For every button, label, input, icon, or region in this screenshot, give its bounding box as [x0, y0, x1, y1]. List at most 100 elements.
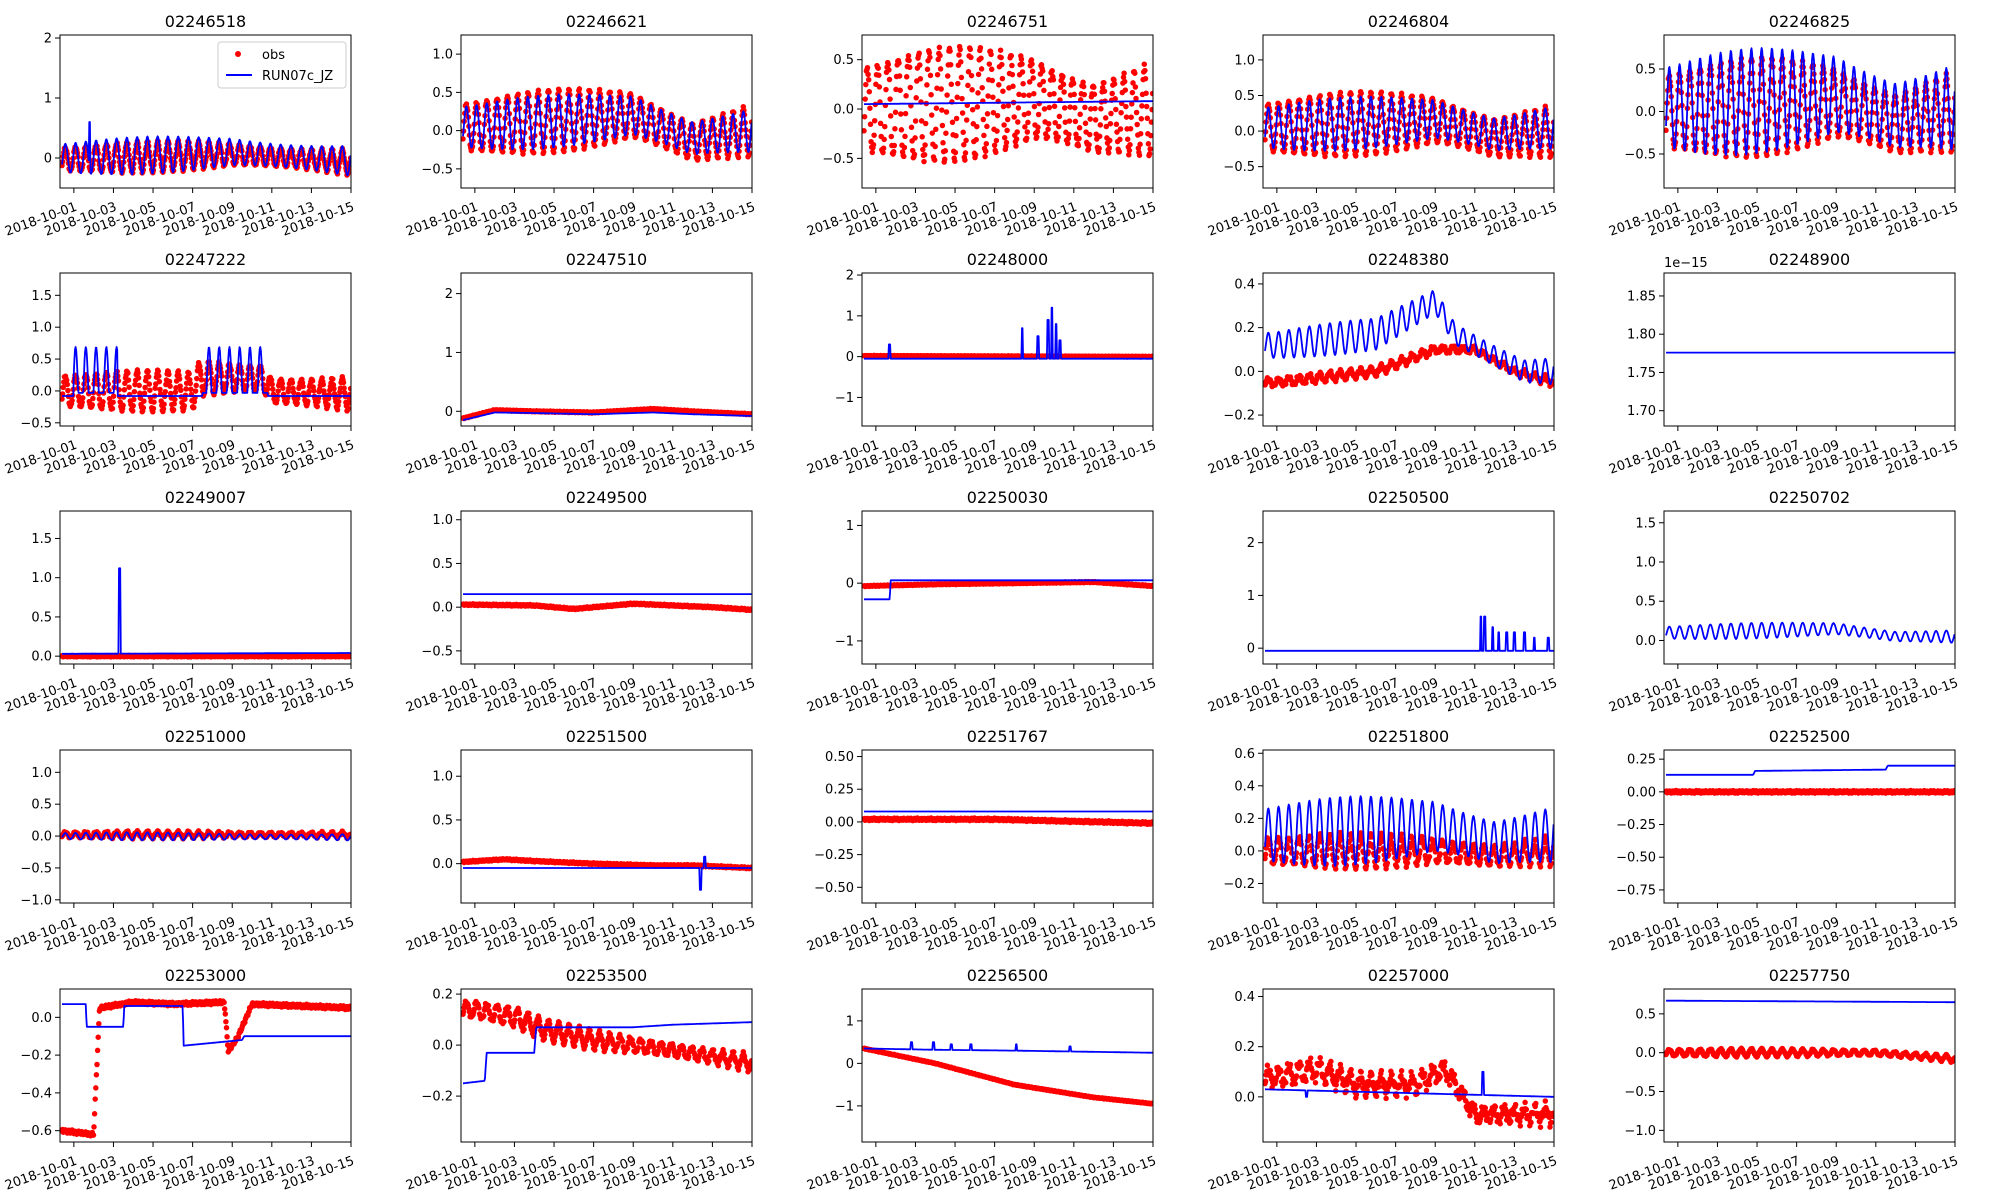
subplot-panel: 02251000−1.0−0.50.00.51.02018-10-012018-…: [3, 727, 356, 955]
y-tick-label: 0: [846, 1057, 854, 1072]
model-series-line: [1264, 95, 1554, 152]
subplot-panel: 02251800−0.20.00.20.40.62018-10-012018-1…: [1206, 727, 1559, 955]
plot-area: [862, 578, 1153, 601]
plot-area: [1263, 290, 1554, 390]
y-tick-label: 0.00: [1627, 785, 1656, 800]
plot-area: [1664, 999, 1955, 1065]
y-tick-label: 0: [1247, 642, 1255, 657]
y-tick-label: 0.5: [833, 53, 854, 68]
subplot-panel: 02252500−0.75−0.50−0.250.000.252018-10-0…: [1607, 727, 1960, 955]
panel-title: 02250702: [1769, 488, 1850, 507]
y-tick-label: 0.0: [1234, 365, 1255, 380]
axes-frame: [1663, 272, 1956, 427]
y-tick-label: 0.0: [1234, 125, 1255, 140]
y-tick-label: −0.2: [1223, 877, 1255, 892]
panel-title: 02250500: [1368, 488, 1449, 507]
y-tick-label: 0.0: [432, 1039, 453, 1054]
plot-area: [1664, 764, 1955, 796]
y-tick-label: −0.5: [1624, 148, 1656, 163]
y-tick-label: 0: [846, 350, 854, 365]
model-series-line: [1665, 621, 1955, 644]
obs-series: [862, 1045, 1153, 1107]
y-tick-label: 2: [44, 32, 52, 47]
y-tick-label: 2: [445, 287, 453, 302]
model-series-line: [863, 1041, 1153, 1054]
model-series-line: [863, 306, 1153, 360]
y-tick-label: 0.5: [1234, 89, 1255, 104]
y-tick-label: 0.5: [31, 798, 52, 813]
model-series-line: [1665, 764, 1955, 776]
y-tick-label: 1.0: [1635, 556, 1656, 571]
obs-series: [1263, 1054, 1554, 1130]
model-series-line: [1264, 615, 1554, 652]
subplot-panel: 022507020.00.51.01.52018-10-012018-10-03…: [1607, 488, 1960, 716]
axes-frame: [861, 749, 1154, 904]
model-series-line: [1264, 795, 1554, 867]
y-tick-label: 0.0: [833, 103, 854, 118]
model-series-line: [462, 1021, 752, 1085]
y-tick-label: 0: [846, 577, 854, 592]
subplot-panel: 02246751−0.50.00.52018-10-012018-10-0320…: [805, 12, 1158, 240]
obs-series: [60, 652, 351, 660]
y-tick-label: −0.6: [20, 1124, 52, 1139]
axes-frame: [861, 988, 1154, 1143]
model-series-line: [1264, 1070, 1554, 1098]
subplot-panel: 022475100122018-10-012018-10-032018-10-0…: [404, 250, 757, 478]
obs-series: [461, 600, 752, 614]
obs-series: [862, 815, 1153, 828]
subplot-panel: 02257750−1.0−0.50.00.52018-10-012018-10-…: [1607, 966, 1960, 1194]
y-tick-label: −0.2: [20, 1049, 52, 1064]
obs-series: [1664, 787, 1955, 796]
panel-title: 02247510: [566, 250, 647, 269]
axes-frame: [1663, 510, 1956, 665]
subplot-panel: 02256500−1012018-10-012018-10-032018-10-…: [805, 966, 1158, 1194]
panel-title: 02256500: [967, 966, 1048, 985]
y-tick-label: 1.0: [31, 321, 52, 336]
y-tick-label: 0.2: [1234, 812, 1255, 827]
axes-frame: [59, 272, 352, 427]
y-tick-label: 0.0: [1234, 1090, 1255, 1105]
subplot-panel: 02251767−0.50−0.250.000.250.502018-10-01…: [805, 727, 1158, 955]
panel-title: 02253500: [566, 966, 647, 985]
obs-series: [862, 352, 1153, 360]
y-tick-label: 0.0: [432, 857, 453, 872]
y-tick-label: 1.0: [1234, 53, 1255, 68]
obs-series: [461, 405, 752, 422]
y-tick-label: 1: [44, 92, 52, 107]
axes-frame: [1663, 34, 1956, 189]
panel-title: 02248380: [1368, 250, 1449, 269]
subplot-panel: 02249500−0.50.00.51.02018-10-012018-10-0…: [404, 488, 757, 716]
axes-frame: [1262, 34, 1555, 189]
model-series-line: [863, 579, 1153, 601]
axes-frame: [861, 510, 1154, 665]
panel-title: 02249500: [566, 488, 647, 507]
axes-frame: [59, 988, 352, 1143]
y-tick-label: 0.5: [1635, 595, 1656, 610]
axes-frame: [460, 749, 753, 904]
y-tick-label: 0: [44, 152, 52, 167]
plot-area: [461, 855, 752, 891]
y-tick-label: 0.0: [1635, 634, 1656, 649]
y-tick-label: −0.5: [421, 644, 453, 659]
plot-area: [461, 86, 752, 163]
y-tick-label: 1: [846, 309, 854, 324]
model-series-line: [462, 855, 752, 891]
y-tick-label: 0.50: [825, 750, 854, 765]
axes-frame: [1663, 749, 1956, 904]
y-tick-label: 1: [1247, 589, 1255, 604]
y-tick-label: 1.5: [1635, 516, 1656, 531]
plot-area: [1263, 1054, 1554, 1130]
y-tick-label: 0.5: [1635, 63, 1656, 78]
panel-title: 02251500: [566, 727, 647, 746]
y-tick-label: −1: [835, 634, 854, 649]
y-tick-label: 1.0: [31, 571, 52, 586]
y-tick-label: 0.5: [432, 813, 453, 828]
y-tick-label: −0.50: [814, 881, 854, 896]
panel-title: 02250030: [967, 488, 1048, 507]
subplot-panel: 02248380−0.20.00.20.42018-10-012018-10-0…: [1206, 250, 1559, 478]
panel-title: 02251000: [165, 727, 246, 746]
y-tick-label: −0.5: [20, 861, 52, 876]
y-tick-label: 0.0: [1635, 105, 1656, 120]
axes-frame: [460, 988, 753, 1143]
model-series-line: [61, 831, 351, 842]
